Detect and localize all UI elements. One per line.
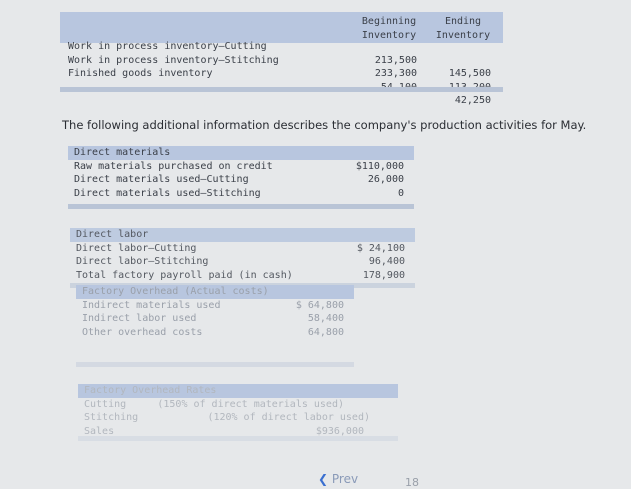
row-label: Work in process inventory—Stitching bbox=[68, 54, 279, 66]
table-row: Sales $936,000 bbox=[78, 425, 398, 439]
ending-value: 42,250 bbox=[454, 95, 491, 106]
row-label: Direct labor—Cutting bbox=[76, 242, 197, 254]
prev-button[interactable]: ❮ Prev bbox=[318, 472, 359, 486]
table-row: Total factory payroll paid (in cash) 178… bbox=[70, 269, 415, 283]
section-title: Factory Overhead Rates bbox=[78, 384, 398, 398]
row-value: 178,900 bbox=[362, 269, 405, 281]
row-value: 0 bbox=[397, 187, 404, 199]
table-row: Direct labor—Cutting $ 24,100 bbox=[70, 242, 415, 256]
row-value: (120% of direct labor used) bbox=[207, 412, 370, 423]
beginning-inventory-header: Beginning Inventory bbox=[361, 16, 417, 41]
chevron-left-icon: ❮ bbox=[318, 472, 329, 486]
table-row: Raw materials purchased on credit $110,0… bbox=[68, 160, 414, 174]
section-title: Factory Overhead (Actual costs) bbox=[76, 285, 354, 299]
table-row: Direct materials used—Stitching 0 bbox=[68, 187, 414, 201]
table-row: Finished goods inventory 54,100 42,250 bbox=[60, 67, 503, 106]
row-label: Finished goods inventory bbox=[68, 68, 213, 79]
row-label: Sales bbox=[84, 425, 115, 437]
row-label: Direct materials used—Cutting bbox=[74, 174, 249, 185]
section-title: Direct materials bbox=[68, 146, 414, 160]
intro-text: The following additional information des… bbox=[62, 118, 587, 132]
factory-overhead-table: Factory Overhead (Actual costs) Indirect… bbox=[76, 285, 354, 339]
row-value: $936,000 bbox=[315, 425, 364, 437]
divider bbox=[60, 87, 503, 92]
row-value: 26,000 bbox=[367, 174, 404, 185]
page-number[interactable]: 18 bbox=[405, 476, 419, 489]
row-value: $110,000 bbox=[355, 160, 404, 172]
row-value: $ 24,100 bbox=[356, 242, 405, 254]
direct-materials-table: Direct materials Raw materials purchased… bbox=[68, 146, 414, 200]
row-label: Other overhead costs bbox=[82, 326, 203, 338]
row-value: 96,400 bbox=[368, 256, 405, 267]
row-label: Stitching bbox=[84, 412, 139, 423]
row-label: Indirect materials used bbox=[82, 299, 221, 311]
row-value: (150% of direct materials used) bbox=[157, 398, 344, 410]
table-row: Direct materials used—Cutting 26,000 bbox=[68, 173, 414, 187]
row-label: Raw materials purchased on credit bbox=[74, 160, 273, 172]
table-row: Stitching (120% of direct labor used) bbox=[78, 411, 398, 425]
beginning-value: 233,300 bbox=[374, 68, 417, 79]
section-title: Direct labor bbox=[70, 228, 415, 242]
ending-value: 145,500 bbox=[448, 68, 491, 79]
table-row: Indirect materials used $ 64,800 bbox=[76, 299, 354, 313]
divider bbox=[76, 362, 354, 367]
table-row: Indirect labor used 58,400 bbox=[76, 312, 354, 326]
table-row: Direct labor—Stitching 96,400 bbox=[70, 255, 415, 269]
table-row: Work in process inventory—Stitching 233,… bbox=[60, 54, 503, 93]
row-label: Cutting bbox=[84, 398, 127, 410]
row-label: Work in process inventory—Cutting bbox=[68, 41, 267, 52]
divider bbox=[68, 204, 414, 209]
row-value: $ 64,800 bbox=[295, 299, 344, 311]
row-label: Direct labor—Stitching bbox=[76, 256, 209, 267]
row-value: 64,800 bbox=[307, 326, 344, 338]
ending-inventory-header: Ending Inventory bbox=[435, 16, 491, 41]
beginning-value: 213,500 bbox=[374, 54, 417, 66]
inventory-table: Beginning Inventory Ending Inventory Wor… bbox=[60, 12, 503, 106]
table-row: Cutting (150% of direct materials used) bbox=[78, 398, 398, 412]
direct-labor-table: Direct labor Direct labor—Cutting $ 24,1… bbox=[70, 228, 415, 282]
row-value: 58,400 bbox=[307, 313, 344, 324]
row-label: Total factory payroll paid (in cash) bbox=[76, 269, 293, 281]
table-row: Other overhead costs 64,800 bbox=[76, 326, 354, 340]
row-label: Indirect labor used bbox=[82, 313, 197, 324]
table-row: Work in process inventory—Cutting 213,50… bbox=[60, 40, 503, 79]
row-label: Direct materials used—Stitching bbox=[74, 187, 261, 199]
divider bbox=[78, 436, 398, 441]
overhead-rates-table: Factory Overhead Rates Cutting (150% of … bbox=[78, 384, 398, 438]
